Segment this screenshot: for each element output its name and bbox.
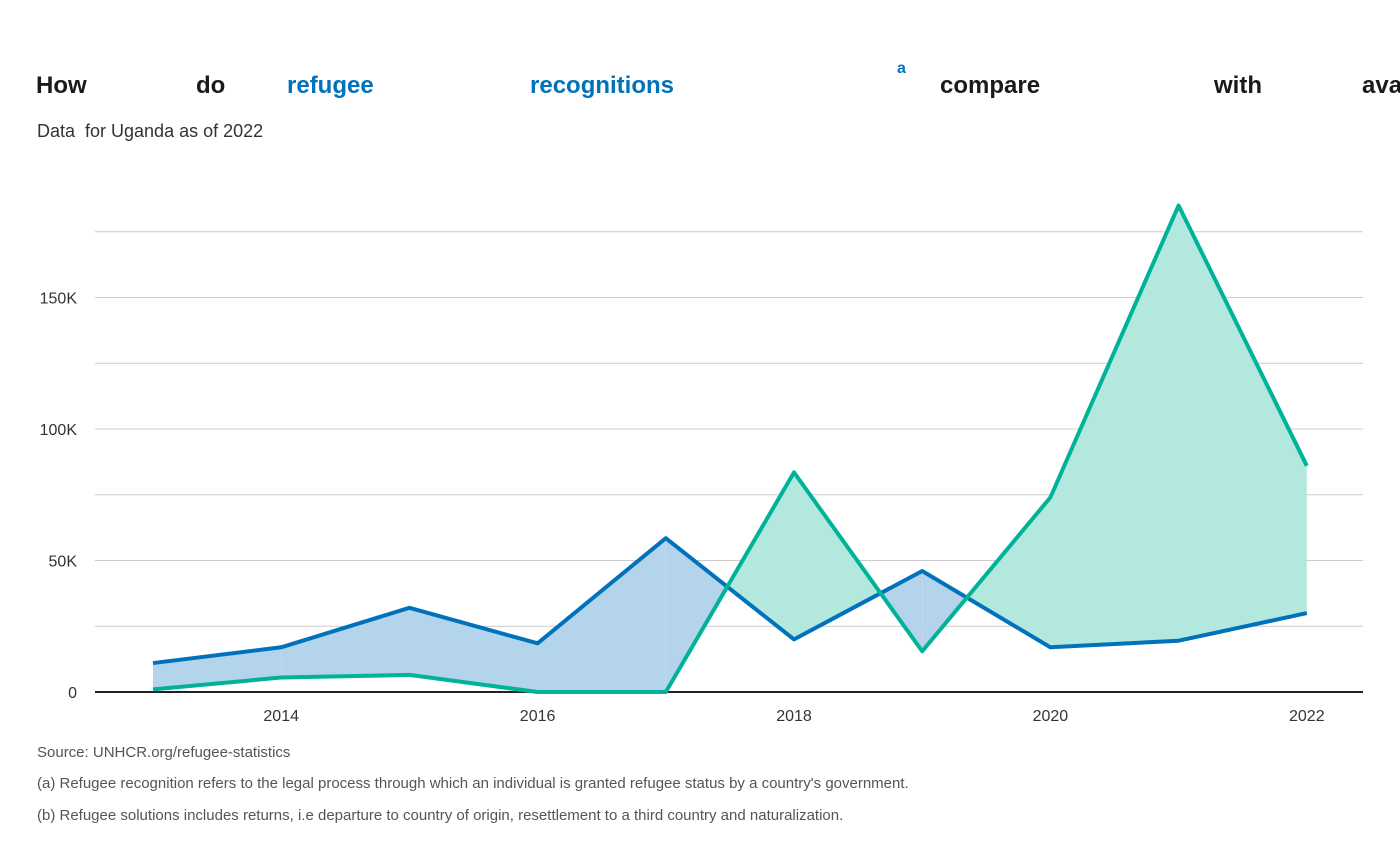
y-tick-label: 150K	[40, 291, 78, 308]
series-line-2	[152, 203, 1309, 694]
difference-area	[1178, 205, 1307, 641]
x-tick-label: 2020	[1033, 708, 1069, 725]
series-line-1	[152, 536, 1308, 666]
title-word: ava	[1362, 72, 1400, 99]
chart-title: How do refugee recognitions a compare wi…	[0, 60, 1400, 100]
source-note: Source: UNHCR.org/refugee-statistics	[37, 744, 291, 761]
difference-area	[281, 607, 410, 678]
title-word: How	[36, 72, 87, 99]
difference-area	[880, 571, 923, 652]
title-word: with	[1214, 72, 1262, 99]
title-word-highlight: recognitions	[530, 72, 675, 99]
chart-subtitle: Data for Uganda as of 2022	[37, 121, 264, 141]
x-tick-label: 2022	[1289, 708, 1325, 725]
difference-area	[409, 607, 538, 692]
footnote-a: (a) Refugee recognition refers to the le…	[37, 775, 909, 792]
difference-area	[537, 538, 666, 692]
title-footnote-marker: a	[897, 60, 906, 77]
x-tick-label: 2018	[776, 708, 812, 725]
y-tick-label: 0	[68, 685, 77, 702]
title-word: do	[196, 72, 226, 99]
difference-area	[1050, 205, 1179, 648]
x-tick-label: 2014	[263, 708, 299, 725]
y-tick-label: 50K	[49, 554, 78, 571]
difference-area	[966, 497, 1051, 648]
footnote-b: (b) Refugee solutions includes returns, …	[37, 807, 844, 824]
y-tick-label: 100K	[40, 422, 78, 439]
x-tick-label: 2016	[520, 708, 556, 725]
title-word: compare	[940, 72, 1041, 99]
title-word-highlight: refugee	[287, 72, 374, 99]
area-chart: 0 50K 100K 150K 2014 2016 2018 2020 2022	[40, 203, 1363, 725]
difference-area	[794, 472, 881, 640]
